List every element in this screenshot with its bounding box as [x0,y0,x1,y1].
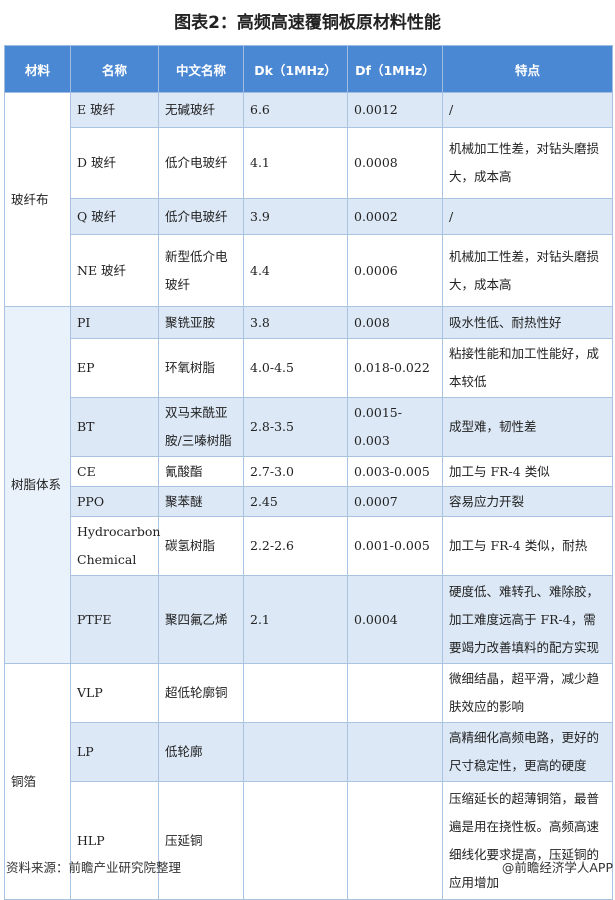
cn-name-cell: 聚四氟乙烯 [158,575,244,664]
df-cell: 0.0015-0.003 [347,397,443,457]
dk-cell: 2.45 [243,486,348,517]
table-row: BT 双马来酰亚胺/三嗪树脂 2.8-3.5 0.0015-0.003 成型难，韧性差 [5,397,613,457]
feature-cell: 容易应力开裂 [442,486,613,517]
material-group-cell: 铜箔 [4,663,71,900]
feature-cell: 加工与 FR-4 类似，耐热 [442,516,613,576]
feature-cell: 机械加工性差，对钻头磨损大，成本高 [442,234,613,307]
df-cell [347,722,443,782]
dk-cell [243,781,348,900]
col-dk: Dk（1MHz） [243,45,348,93]
df-cell: 0.0002 [347,198,443,235]
df-cell: 0.0008 [347,127,443,199]
df-cell: 0.018-0.022 [347,338,443,398]
material-group-cell: 树脂体系 [4,306,71,664]
df-cell [347,663,443,723]
name-cell: HLP [70,781,159,900]
table-row: NE 玻纤 新型低介电玻纤 4.4 0.0006 机械加工性差，对钻头磨损大，成本高 [5,234,613,307]
table-row: 玻纤布 E 玻纤 无碱玻纤 6.6 0.0012/ [4,92,613,307]
cn-name-cell: 压延铜 [158,781,244,900]
name-cell: BT [70,397,159,457]
df-cell: 0.001-0.005 [347,516,443,576]
col-material: 材料 [4,45,71,93]
feature-cell: 高精细化高频电路，更好的尺寸稳定性，更高的硬度 [442,722,613,782]
dk-cell: 4.4 [243,234,348,307]
table-row: 铜箔 VLP 超低轮廓铜 微细结晶，超平滑，减少趋肤效应的影响 [4,663,613,900]
name-cell: EP [70,338,159,398]
feature-cell: / [442,198,613,235]
feature-cell: 微细结晶，超平滑，减少趋肤效应的影响 [442,663,613,723]
cn-name-cell: 碳氢树脂 [158,516,244,576]
table-row: CE 氰酸酯 2.7-3.0 0.003-0.005 加工与 FR-4 类似 [5,456,613,487]
cn-name-cell: 环氧树脂 [158,338,244,398]
cn-name-cell: 聚苯醚 [158,486,244,517]
feature-cell: 加工与 FR-4 类似 [442,456,613,487]
source-note: 资料来源：前瞻产业研究院整理 [6,860,182,875]
cn-name-cell: 低轮廓 [158,722,244,782]
dk-cell: 4.0-4.5 [243,338,348,398]
name-cell: PPO [70,486,159,517]
material-group-cell: 玻纤布 [4,92,71,307]
df-cell: 0.0004 [347,575,443,664]
dk-cell: 3.8 [243,306,348,339]
dk-cell: 2.1 [243,575,348,664]
table-row: D 玻纤 低介电玻纤 4.1 0.0008 机械加工性差，对钻头磨损大，成本高 [5,127,613,199]
table-title: 图表2：高频高速覆铜板原材料性能 [174,13,441,33]
dk-cell: 2.8-3.5 [243,397,348,457]
name-cell: NE 玻纤 [70,234,159,307]
df-cell [347,781,443,900]
df-cell: 0.0006 [347,234,443,307]
col-df: Df（1MHz） [347,45,443,93]
dk-cell: 3.9 [243,198,348,235]
name-cell: E 玻纤 [70,92,159,128]
table-row: 树脂体系 PI 聚铣亚胺 3.8 0.008 吸水性低、耐热性好 [4,306,613,664]
col-feature: 特点 [442,45,613,93]
table-row: Q 玻纤 低介电玻纤 3.9 0.0002/ [5,198,613,235]
name-cell: PTFE [70,575,159,664]
cn-name-cell: 无碱玻纤 [158,92,244,128]
col-name: 名称 [70,45,159,93]
name-cell: Hydrocarbon Chemical [70,516,160,576]
name-cell: Q 玻纤 [70,198,159,235]
cn-name-cell: 新型低介电玻纤 [158,234,244,307]
feature-cell: 吸水性低、耐热性好 [442,306,613,339]
df-cell: 0.0012 [347,92,443,128]
dk-cell: 6.6 [243,92,348,128]
name-cell: D 玻纤 [70,127,159,199]
name-cell: PI [70,306,159,339]
dk-cell [243,722,348,782]
table-row: EP 环氧树脂 4.0-4.5 0.018-0.022 粘接性能和加工性能好，成本较低 [5,338,613,398]
name-cell: CE [70,456,159,487]
dk-cell: 4.1 [243,127,348,199]
df-cell: 0.003-0.005 [347,456,443,487]
name-cell: LP [70,722,159,782]
feature-cell: 机械加工性差，对钻头磨损大，成本高 [442,127,613,199]
feature-cell: 压缩延长的超薄铜箔，最普遍是用在挠性板。高频高速细线化要求提高，压延铜的应用增加 [442,781,613,900]
cn-name-cell: 低介电玻纤 [158,198,244,235]
materials-table: 材料 名称 中文名称 Dk（1MHz） Df（1MHz） 特点 玻纤布 E 玻纤无… [4,45,613,900]
col-cn-name: 中文名称 [158,45,244,93]
feature-cell: / [442,92,613,128]
dk-cell: 2.2-2.6 [243,516,348,576]
header-row: 材料 名称 中文名称 Dk（1MHz） Df（1MHz） 特点 [4,45,613,93]
dk-cell: 2.7-3.0 [243,456,348,487]
cn-name-cell: 低介电玻纤 [158,127,244,199]
feature-cell: 成型难，韧性差 [442,397,613,457]
table-row: PTFE 聚四氟乙烯 2.1 0.0004 硬度低、难转孔、难除胶，加工难度远高于 FR… [5,575,613,664]
credit-note: @前瞻经济学人APP [501,860,613,875]
cn-name-cell: 氰酸酯 [158,456,244,487]
table-row: Hydrocarbon Chemical 碳氢树脂 2.2-2.6 0.001-0.0… [5,516,613,576]
table-row: PPO 聚苯醚 2.45 0.0007 容易应力开裂 [5,486,613,517]
table-row: LP 低轮廓 高精细化高频电路，更好的尺寸稳定性，更高的硬度 [5,722,613,782]
dk-cell [243,663,348,723]
cn-name-cell: 双马来酰亚胺/三嗪树脂 [158,397,244,457]
cn-name-cell: 聚铣亚胺 [158,306,244,339]
df-cell: 0.0007 [347,486,443,517]
name-cell: VLP [70,663,159,723]
feature-cell: 粘接性能和加工性能好，成本较低 [442,338,613,398]
table-row: HLP 压延铜 压缩延长的超薄铜箔，最普遍是用在挠性板。高频高速细线化要求提高，压延… [5,781,613,900]
cn-name-cell: 超低轮廓铜 [158,663,244,723]
df-cell: 0.008 [347,306,443,339]
feature-cell: 硬度低、难转孔、难除胶，加工难度远高于 FR-4，需要竭力改善填料的配方实现 [442,575,613,664]
